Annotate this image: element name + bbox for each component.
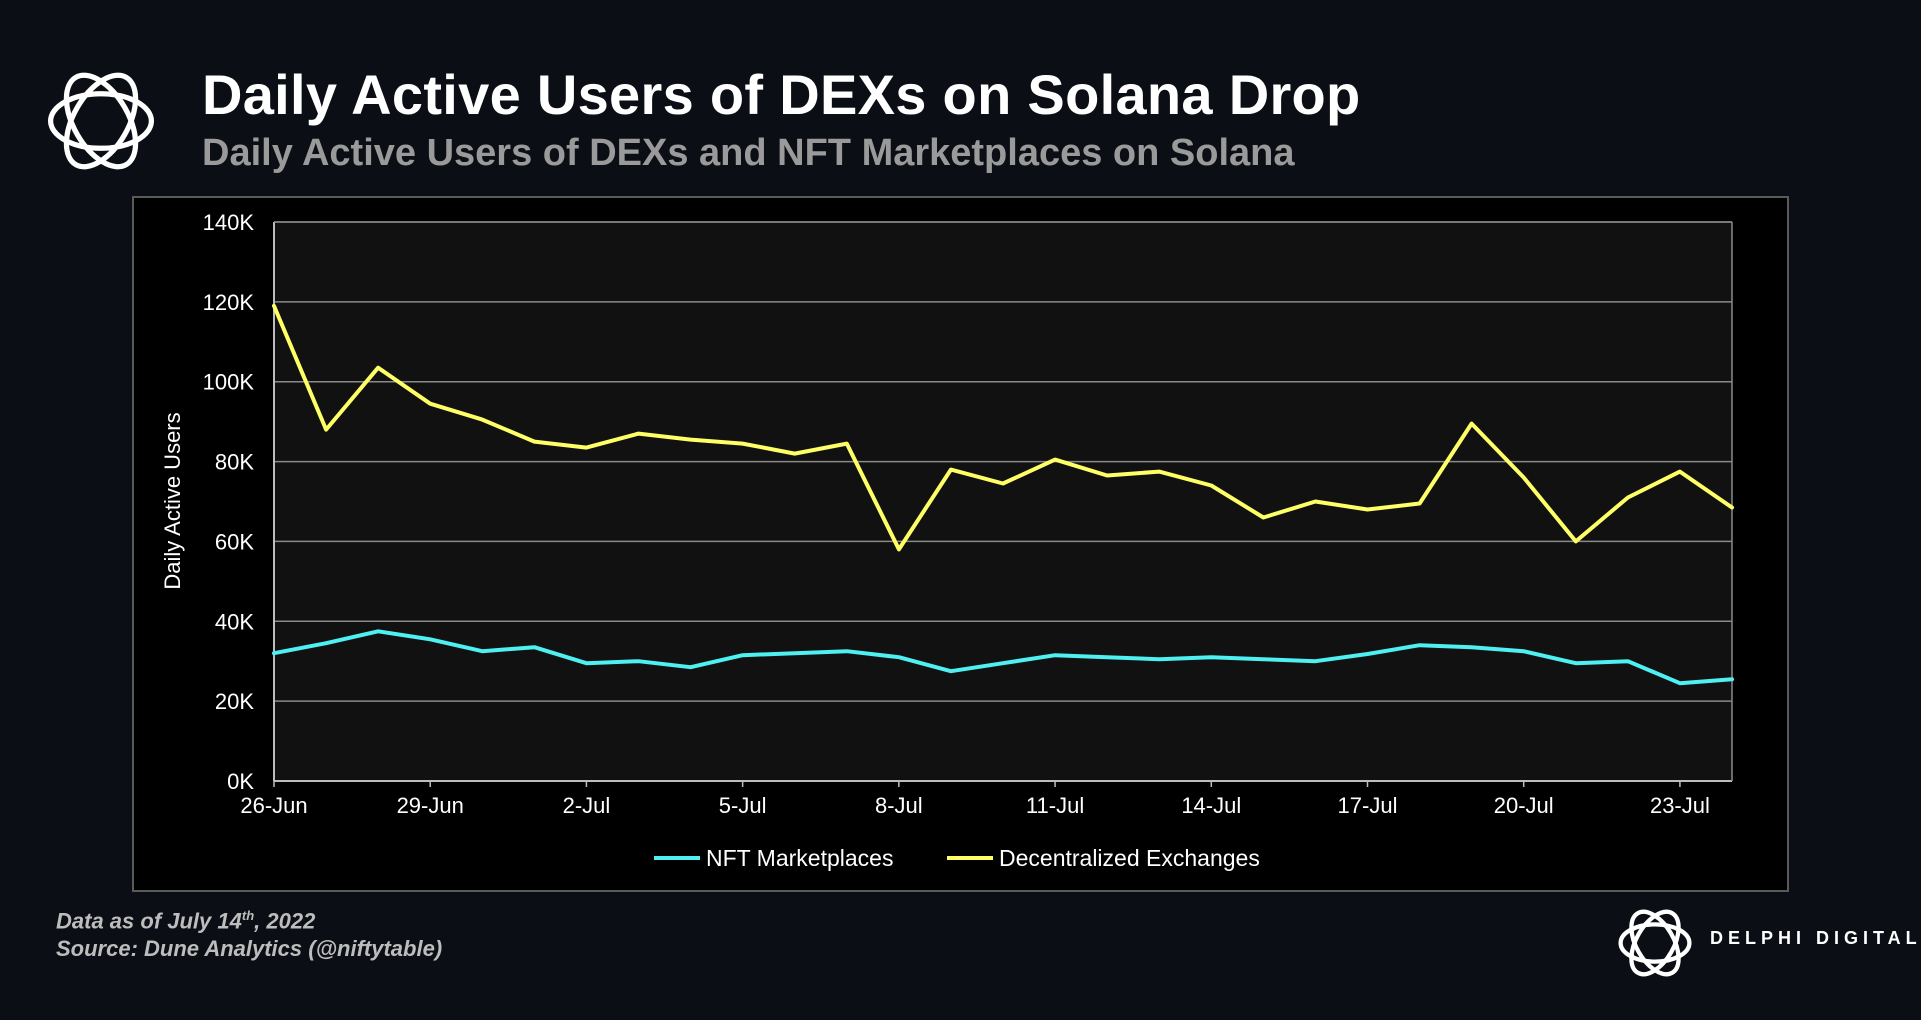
x-tick-label: 26-Jun	[240, 793, 307, 818]
data-date-note: Data as of July 14th, 2022	[56, 908, 316, 934]
page-title: Daily Active Users of DEXs on Solana Dro…	[202, 63, 1361, 126]
x-tick-label: 14-Jul	[1181, 793, 1241, 818]
source-note: Source: Dune Analytics (@niftytable)	[56, 936, 443, 961]
axes	[273, 221, 1733, 782]
delphi-knot-icon	[1618, 909, 1692, 977]
x-tick-label: 17-Jul	[1338, 793, 1398, 818]
y-tick-label: 120K	[203, 290, 255, 315]
brand-name: DELPHI DIGITAL	[1710, 928, 1921, 948]
legend: NFT Marketplaces Decentralized Exchanges	[654, 845, 1260, 871]
x-tick-label: 29-Jun	[397, 793, 464, 818]
series-line-nft-marketplaces	[272, 629, 1734, 686]
series-lines	[272, 303, 1734, 686]
y-tick-label: 80K	[215, 450, 254, 475]
page-subtitle: Daily Active Users of DEXs and NFT Marke…	[202, 132, 1295, 174]
legend-label-dex: Decentralized Exchanges	[999, 845, 1260, 871]
chart-panel: Daily Active Users 0K 20K 40K 60K 80K 100K 120…	[132, 196, 1789, 892]
series-line-decentralized-exchanges	[272, 303, 1734, 552]
y-tick-label: 140K	[203, 210, 255, 235]
y-axis-label: Daily Active Users	[160, 412, 185, 589]
x-tick-label: 23-Jul	[1650, 793, 1710, 818]
x-tick-label: 20-Jul	[1494, 793, 1554, 818]
y-tick-label: 100K	[203, 370, 255, 395]
y-tick-labels: 0K 20K 40K 60K 80K 100K 120K 140K	[203, 210, 255, 794]
y-tick-label: 60K	[215, 529, 254, 554]
line-chart: Daily Active Users 0K 20K 40K 60K 80K 100K 120…	[160, 210, 1734, 871]
y-tick-label: 0K	[227, 769, 254, 794]
x-tick-label: 5-Jul	[719, 793, 767, 818]
y-tick-label: 20K	[215, 689, 254, 714]
x-tick-label: 11-Jul	[1026, 793, 1084, 818]
x-tick-label: 2-Jul	[563, 793, 611, 818]
legend-label-nft: NFT Marketplaces	[706, 845, 893, 871]
x-tick-label: 8-Jul	[875, 793, 923, 818]
delphi-logo-icon	[47, 72, 155, 170]
y-tick-label: 40K	[215, 609, 254, 634]
x-tick-labels: 26-Jun 29-Jun 2-Jul 5-Jul 8-Jul 11-Jul 14-Jul 1…	[240, 781, 1710, 818]
plot-area	[274, 222, 1732, 781]
